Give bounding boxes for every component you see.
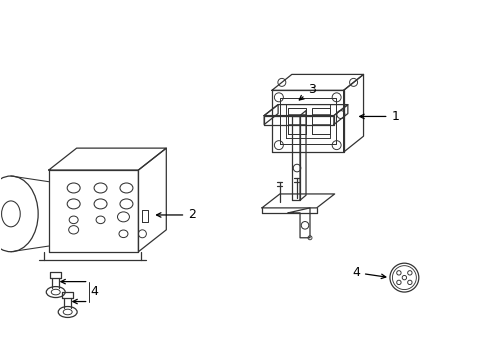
Text: 4: 4 bbox=[351, 266, 385, 279]
Text: 2: 2 bbox=[156, 208, 196, 221]
Text: 1: 1 bbox=[359, 110, 399, 123]
Text: 3: 3 bbox=[299, 83, 315, 100]
Text: 4: 4 bbox=[90, 285, 98, 298]
